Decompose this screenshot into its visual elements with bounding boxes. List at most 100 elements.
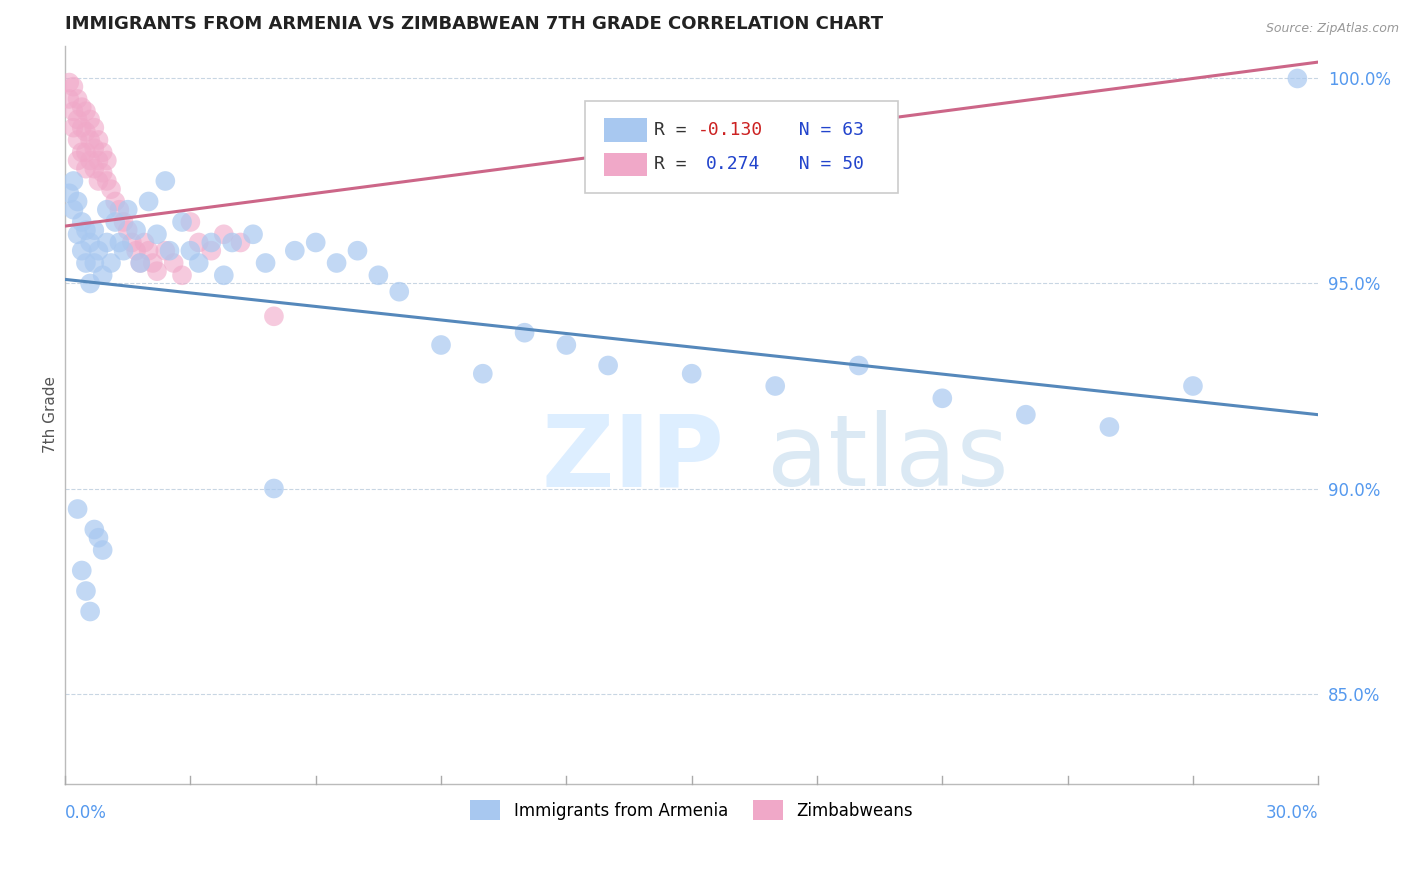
Point	[83, 161, 105, 176]
Point	[70, 100, 93, 114]
Text: 0.274: 0.274	[706, 155, 759, 174]
Point	[170, 268, 193, 283]
Point	[325, 256, 347, 270]
Point	[430, 338, 453, 352]
Point	[108, 235, 131, 250]
Point	[138, 244, 160, 258]
Point	[58, 92, 80, 106]
Text: R =: R =	[654, 120, 697, 139]
Legend: Immigrants from Armenia, Zimbabweans: Immigrants from Armenia, Zimbabweans	[464, 793, 920, 827]
Point	[931, 392, 953, 406]
Point	[70, 244, 93, 258]
FancyBboxPatch shape	[605, 153, 647, 177]
Point	[108, 202, 131, 217]
Point	[62, 79, 84, 94]
Point	[513, 326, 536, 340]
Point	[91, 543, 114, 558]
Point	[117, 223, 139, 237]
Point	[100, 182, 122, 196]
Point	[221, 235, 243, 250]
Point	[179, 244, 201, 258]
Point	[104, 215, 127, 229]
Point	[155, 174, 177, 188]
Point	[129, 256, 152, 270]
Point	[79, 153, 101, 168]
Point	[200, 244, 222, 258]
Point	[66, 133, 89, 147]
Point	[83, 120, 105, 135]
Point	[117, 202, 139, 217]
Point	[79, 277, 101, 291]
Point	[62, 202, 84, 217]
Point	[79, 605, 101, 619]
Point	[229, 235, 252, 250]
Point	[555, 338, 578, 352]
Point	[75, 256, 97, 270]
Point	[367, 268, 389, 283]
Point	[87, 531, 110, 545]
Text: IMMIGRANTS FROM ARMENIA VS ZIMBABWEAN 7TH GRADE CORRELATION CHART: IMMIGRANTS FROM ARMENIA VS ZIMBABWEAN 7T…	[65, 15, 883, 33]
Text: N = 63: N = 63	[778, 120, 863, 139]
Point	[66, 153, 89, 168]
Point	[125, 244, 148, 258]
Point	[70, 564, 93, 578]
Point	[200, 235, 222, 250]
Point	[79, 133, 101, 147]
Text: atlas: atlas	[766, 410, 1008, 508]
Point	[75, 584, 97, 599]
Point	[112, 244, 135, 258]
Point	[598, 359, 620, 373]
Text: 0.0%: 0.0%	[65, 805, 107, 822]
Point	[66, 227, 89, 242]
Point	[1098, 420, 1121, 434]
Point	[75, 104, 97, 119]
Text: -0.130: -0.130	[697, 120, 763, 139]
Text: N = 50: N = 50	[778, 155, 863, 174]
Point	[121, 235, 143, 250]
Point	[212, 268, 235, 283]
Point	[87, 244, 110, 258]
Point	[62, 174, 84, 188]
Point	[75, 145, 97, 160]
Point	[66, 194, 89, 209]
Point	[91, 268, 114, 283]
Point	[75, 223, 97, 237]
Point	[1181, 379, 1204, 393]
Point	[70, 145, 93, 160]
Point	[187, 235, 209, 250]
Point	[70, 120, 93, 135]
Text: 30.0%: 30.0%	[1265, 805, 1319, 822]
Text: R =: R =	[654, 155, 709, 174]
Point	[263, 310, 285, 324]
Point	[134, 235, 156, 250]
Point	[75, 161, 97, 176]
Point	[87, 133, 110, 147]
Point	[62, 104, 84, 119]
Point	[125, 223, 148, 237]
Point	[763, 379, 786, 393]
Text: ZIP: ZIP	[541, 410, 724, 508]
Point	[254, 256, 277, 270]
Point	[96, 202, 118, 217]
Point	[159, 244, 181, 258]
Point	[142, 256, 165, 270]
Point	[346, 244, 368, 258]
Point	[104, 194, 127, 209]
Point	[212, 227, 235, 242]
FancyBboxPatch shape	[585, 101, 898, 194]
Point	[62, 120, 84, 135]
Point	[66, 112, 89, 127]
Point	[1015, 408, 1038, 422]
Point	[91, 166, 114, 180]
Point	[155, 244, 177, 258]
Point	[163, 256, 186, 270]
Point	[79, 112, 101, 127]
Point	[305, 235, 328, 250]
Point	[471, 367, 494, 381]
Point	[284, 244, 307, 258]
Point	[1286, 71, 1309, 86]
Point	[146, 227, 169, 242]
Point	[58, 186, 80, 201]
Point	[388, 285, 411, 299]
Point	[96, 174, 118, 188]
